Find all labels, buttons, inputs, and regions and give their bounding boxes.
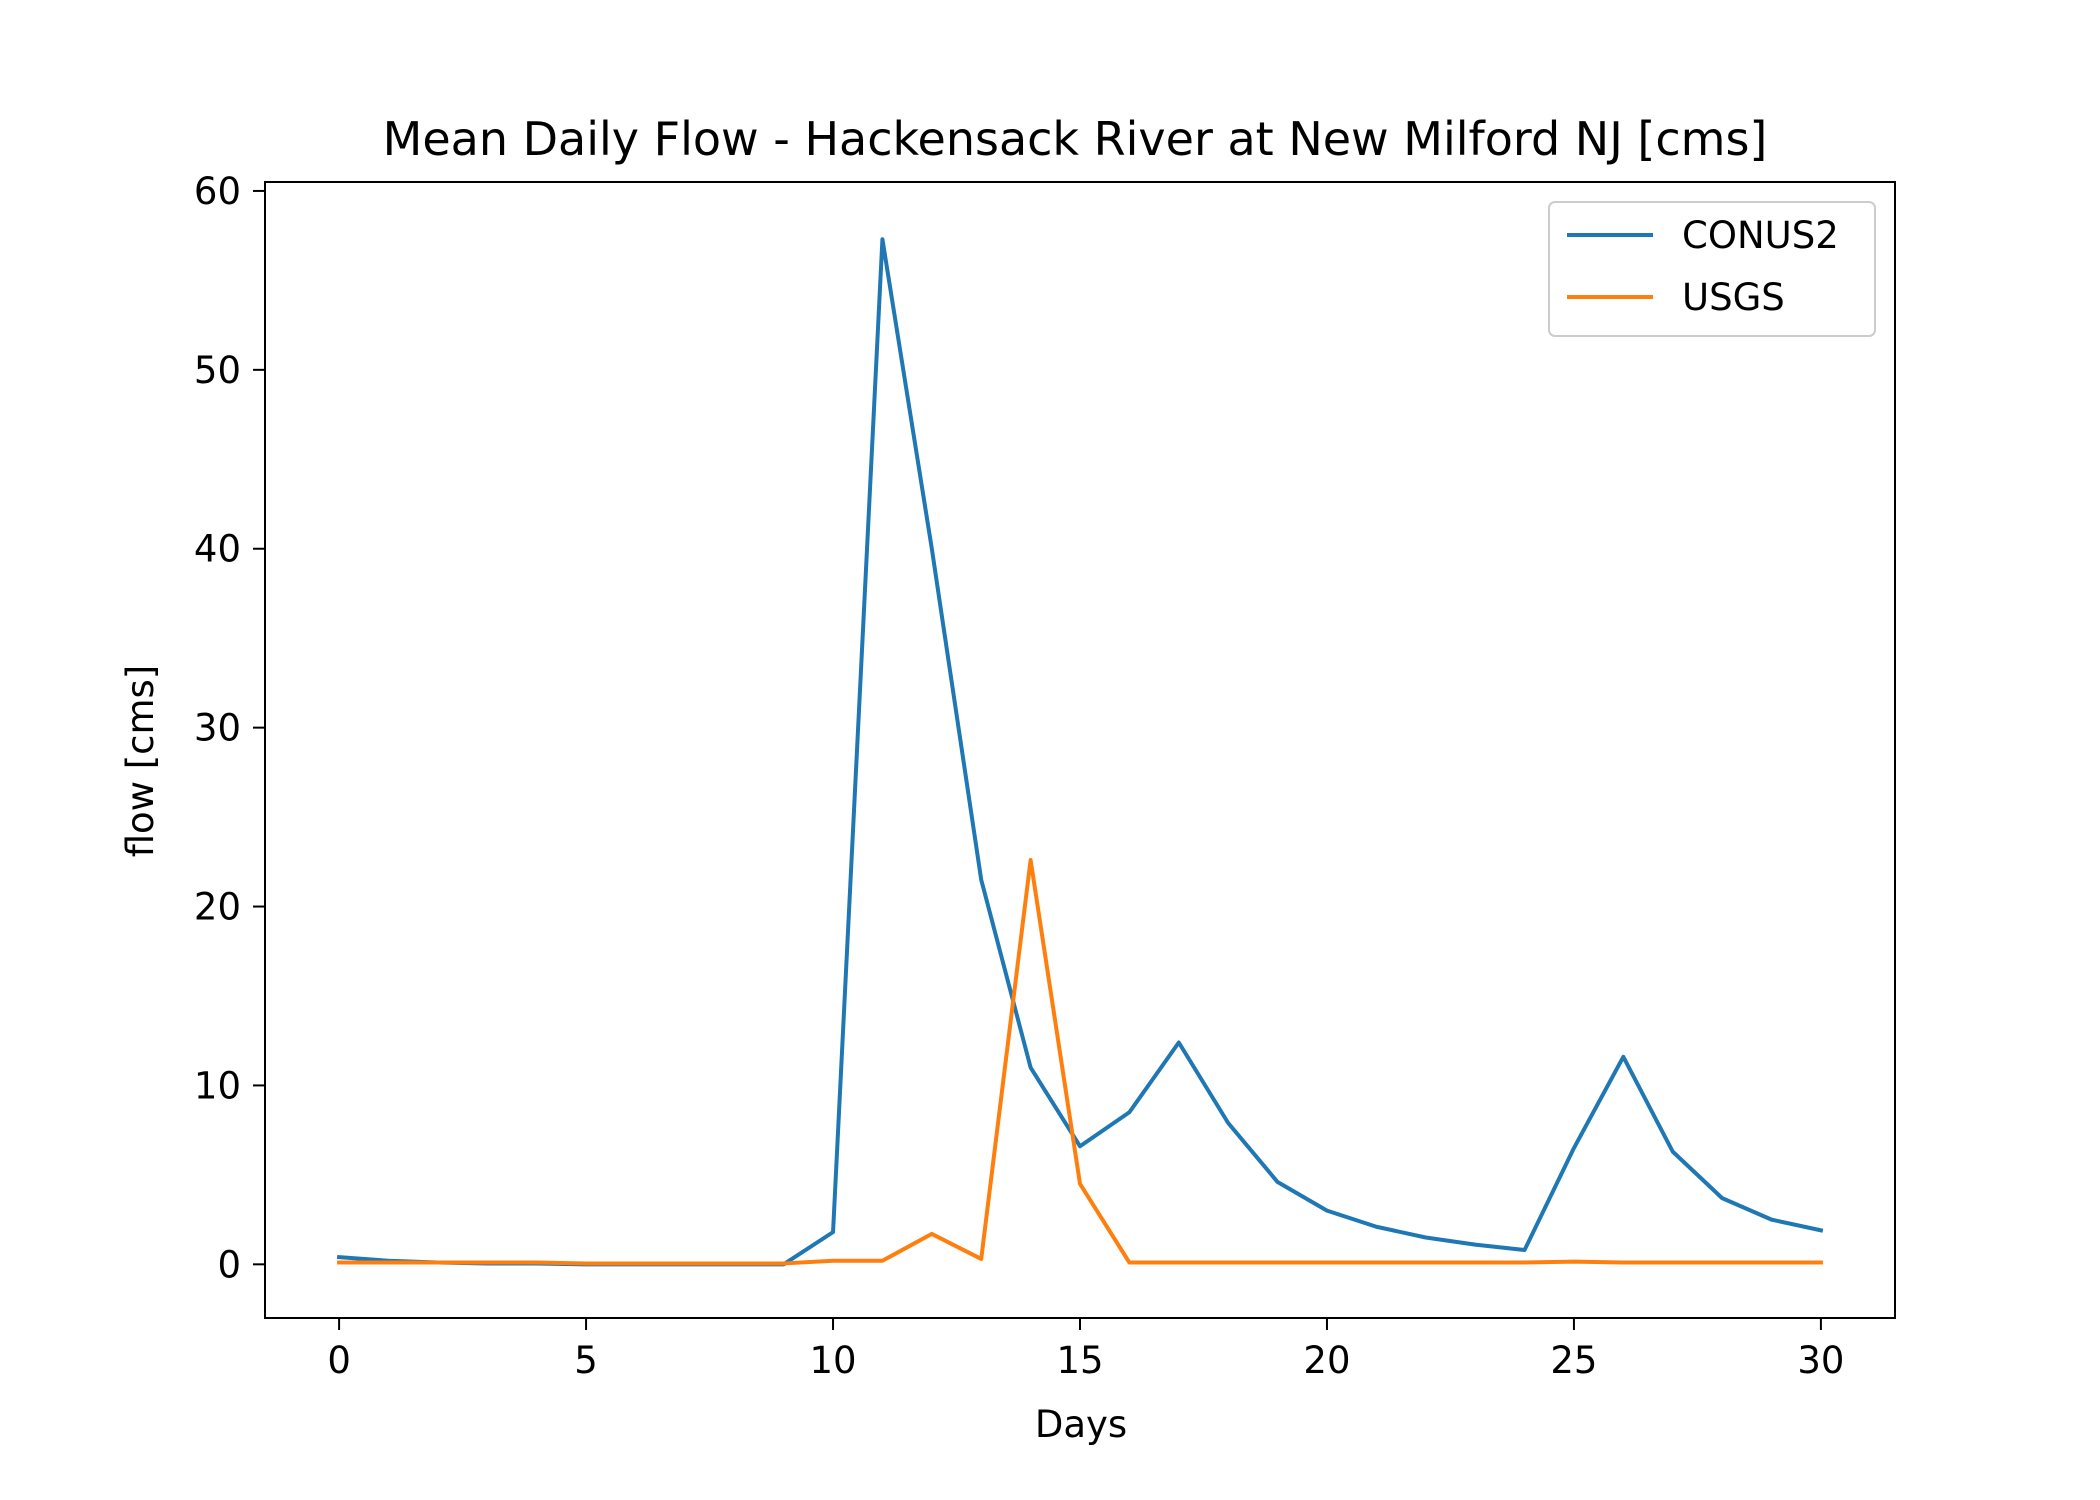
legend-label: CONUS2 xyxy=(1682,214,1839,257)
y-tick-label: 30 xyxy=(194,707,241,750)
y-tick-label: 20 xyxy=(194,886,241,929)
y-tick-label: 10 xyxy=(194,1064,241,1107)
legend-label: USGS xyxy=(1682,276,1785,319)
y-tick-label: 40 xyxy=(194,528,241,571)
y-tick-label: 0 xyxy=(217,1243,241,1286)
y-tick-label: 50 xyxy=(194,349,241,392)
y-tick-label: 60 xyxy=(194,170,241,213)
x-tick-label: 20 xyxy=(1303,1339,1350,1382)
x-tick-label: 30 xyxy=(1797,1339,1844,1382)
x-tick-label: 25 xyxy=(1550,1339,1597,1382)
chart-title: Mean Daily Flow - Hackensack River at Ne… xyxy=(383,112,1768,166)
series-line-usgs xyxy=(337,858,1823,1266)
x-tick-label: 0 xyxy=(327,1339,351,1382)
x-tick-label: 15 xyxy=(1056,1339,1103,1382)
x-tick-label: 5 xyxy=(574,1339,598,1382)
x-tick-label: 10 xyxy=(809,1339,856,1382)
legend: CONUS2 USGS xyxy=(1548,201,1876,337)
y-axis-label: flow [cms] xyxy=(119,665,162,858)
x-axis-label: Days xyxy=(1035,1403,1127,1446)
plot-area: 0 5 10 15 20 25 30 0 10 20 30 40 50 60 CONUS2 USGS xyxy=(194,170,1896,1382)
